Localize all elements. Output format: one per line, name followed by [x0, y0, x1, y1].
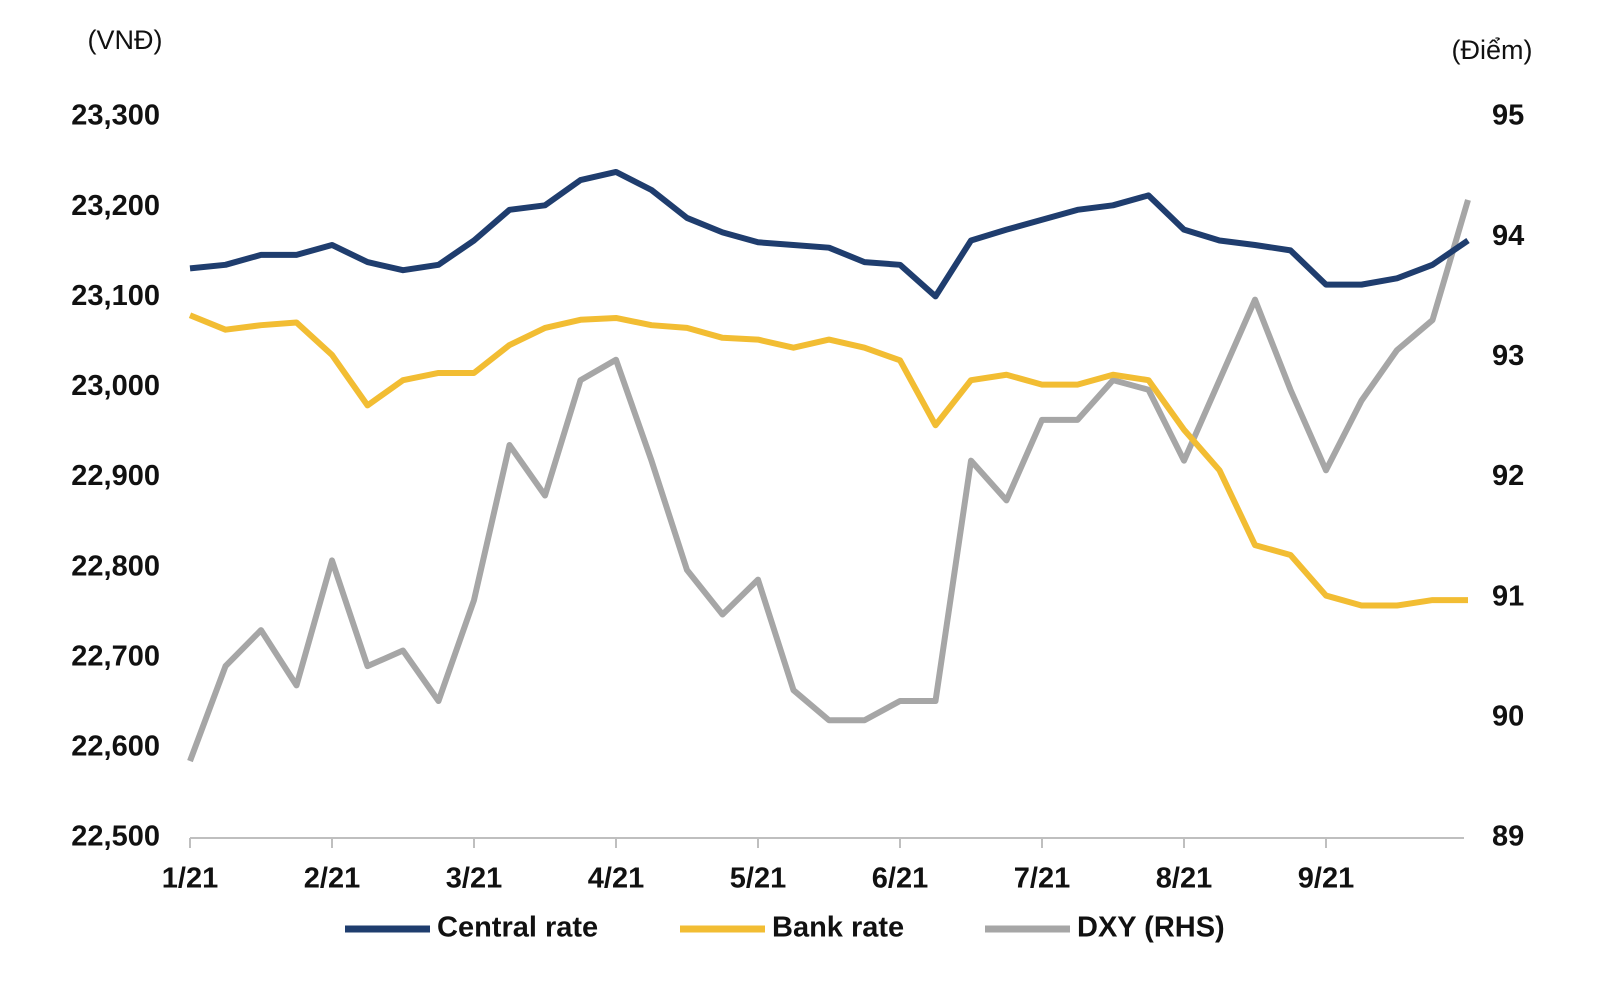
y2-axis-label: (Điểm): [1452, 35, 1533, 65]
y2-tick-label: 92: [1492, 460, 1524, 492]
legend-label: DXY (RHS): [1077, 912, 1225, 944]
legend-label: Central rate: [437, 912, 598, 944]
y-tick-label: 23,200: [71, 190, 160, 222]
x-tick-label: 9/21: [1298, 863, 1354, 895]
y2-tick-label: 91: [1492, 580, 1524, 612]
series-line: [189, 168, 1470, 300]
x-tick-label: 1/21: [162, 863, 218, 895]
y-axis-label: (VNĐ): [88, 25, 163, 55]
y-tick-label: 22,800: [71, 550, 160, 582]
y2-tick-label: 93: [1492, 340, 1524, 372]
x-tick-label: 6/21: [872, 863, 928, 895]
x-tick-label: 7/21: [1014, 863, 1070, 895]
y-tick-label: 22,900: [71, 460, 160, 492]
series-line: [188, 312, 1468, 609]
y-tick-label: 23,300: [71, 100, 160, 132]
x-tick-label: 5/21: [730, 863, 786, 895]
series-line: [187, 199, 1471, 763]
y-tick-label: 22,600: [71, 731, 160, 763]
y-tick-label: 22,700: [71, 640, 160, 672]
x-tick-label: 2/21: [304, 863, 360, 895]
x-tick-label: 8/21: [1156, 863, 1212, 895]
y2-tick-label: 89: [1492, 821, 1524, 853]
y2-tick-label: 95: [1492, 100, 1524, 132]
legend-label: Bank rate: [772, 912, 904, 944]
x-tick-label: 3/21: [446, 863, 502, 895]
y2-tick-label: 90: [1492, 700, 1524, 732]
y-tick-label: 22,500: [71, 821, 160, 853]
y2-tick-label: 94: [1492, 220, 1524, 252]
y-tick-label: 23,000: [71, 370, 160, 402]
y-tick-label: 23,100: [71, 280, 160, 312]
x-tick-label: 4/21: [588, 863, 644, 895]
